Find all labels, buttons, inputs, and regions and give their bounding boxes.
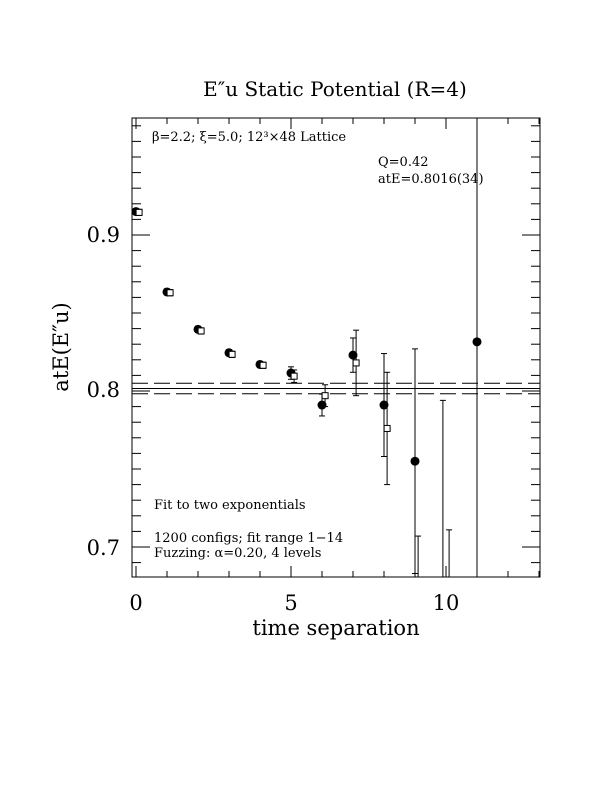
y-tick-label-0.9: 0.9 — [87, 223, 120, 247]
data-point-circle-10 — [472, 337, 482, 347]
q-value-annotation: Q=0.42 — [378, 155, 429, 170]
x-tick-label-0: 0 — [129, 591, 142, 615]
data-point-circle-8 — [379, 400, 389, 410]
x-axis-label: time separation — [252, 616, 419, 640]
data-point-circle-7 — [348, 350, 358, 360]
chart-title: E″u Static Potential (R=4) — [203, 77, 467, 101]
lattice-annotation: β=2.2; ξ=5.0; 12³×48 Lattice — [152, 130, 346, 145]
fit-energy-annotation: atE=0.8016(34) — [378, 172, 484, 187]
data-point-square-5 — [290, 372, 298, 380]
data-point-square-7 — [352, 359, 360, 367]
y-axis-label: atE(E″u) — [49, 302, 73, 391]
configs-annotation: 1200 configs; fit range 1−14 — [154, 531, 343, 546]
data-point-square-0 — [135, 208, 143, 216]
data-markers — [131, 207, 482, 466]
data-point-square-6 — [321, 392, 329, 400]
data-point-square-1 — [166, 289, 174, 297]
fit-type-annotation: Fit to two exponentials — [154, 498, 306, 513]
y-tick-label-0.7: 0.7 — [87, 536, 120, 560]
x-tick-label-10: 10 — [433, 591, 460, 615]
data-point-circle-9 — [410, 456, 420, 466]
plot-frame — [131, 117, 541, 578]
fuzzing-annotation: Fuzzing: α=0.20, 4 levels — [154, 546, 321, 561]
data-point-circle-6 — [317, 400, 327, 410]
data-point-square-8 — [383, 424, 391, 432]
x-tick-label-5: 5 — [284, 591, 297, 615]
y-tick-label-0.8: 0.8 — [87, 378, 120, 402]
fit-band — [132, 382, 540, 395]
data-point-square-2 — [197, 327, 205, 335]
data-point-square-3 — [228, 350, 236, 358]
axis-ticks — [132, 118, 540, 577]
data-point-square-4 — [259, 361, 267, 369]
